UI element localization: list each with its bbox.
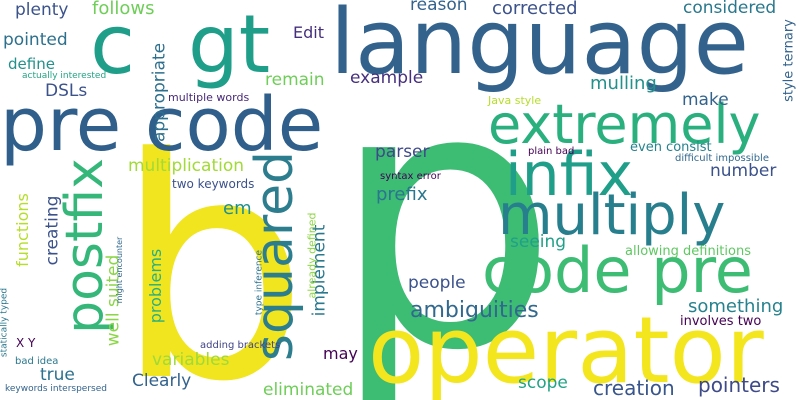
word-allowing-definitions: allowing definitions (625, 244, 751, 259)
word-people: people (408, 273, 466, 293)
word-eliminated: eliminated (263, 380, 354, 400)
word-ambiguities: ambiguities (410, 298, 539, 323)
word-pointed: pointed (3, 30, 68, 50)
word-prefix: prefix (376, 184, 428, 205)
word-keywords-interspersed: keywords interspersed (5, 384, 107, 394)
word-adding-brackets: adding brackets (200, 340, 281, 351)
word-even-consist: even consist (630, 140, 712, 155)
word-creation: creation (593, 376, 675, 400)
word-multiplication: problems (146, 248, 165, 324)
word-java-style: Java style (488, 94, 542, 107)
word-true: true (40, 365, 75, 385)
word-type-inference: type inference (254, 249, 265, 316)
word-em: em (223, 198, 252, 219)
word-variables: variables (152, 350, 230, 370)
word-follows: follows (92, 0, 155, 19)
word-scope: scope (518, 373, 568, 393)
word-code-pre: code pre (482, 234, 753, 307)
word-clearly: Clearly (132, 371, 192, 391)
word-mulling: mulling (590, 73, 657, 94)
word-bad-idea: bad idea (15, 356, 59, 367)
word-extremely: extremely (488, 93, 761, 156)
word-well-suited: creating (42, 195, 63, 266)
word-plenty: plenty (15, 0, 69, 20)
word-plain-bad: plain bad (528, 146, 575, 157)
word-pre-code: pre code (0, 82, 324, 168)
word-edit: Edit (293, 23, 324, 42)
word-language: language (330, 0, 750, 95)
word-syntax-error: syntax error (380, 171, 441, 182)
word-style-ternary: style ternary (781, 19, 797, 102)
word-may: may (323, 344, 358, 363)
word-make: make (682, 90, 729, 110)
word-multiple-words: multiple words (168, 91, 250, 104)
word-reason: reason (410, 0, 468, 15)
word-actually-interested: actually interested (22, 71, 107, 81)
word-operator: operator (368, 297, 764, 400)
word-two-keywords: two keywords (172, 177, 255, 191)
word-infix: infix (505, 140, 633, 210)
word-c: c (90, 0, 136, 93)
word-define: define (8, 55, 55, 73)
word-parser: parser (375, 142, 430, 162)
word-seeing: seeing (510, 232, 567, 252)
word-number: number (710, 161, 777, 181)
word-difficult-impossible: difficult impossible (675, 153, 769, 164)
word-x-y: X Y (16, 336, 36, 350)
word-b: b (115, 93, 309, 400)
word-pointers: pointers (698, 373, 780, 397)
word-considered: considered (683, 0, 777, 18)
word-something: something (688, 296, 784, 317)
word-appropriate: appropriate (149, 42, 170, 143)
word-functions: multiplication (128, 156, 245, 176)
word-creating: functions (13, 193, 32, 267)
word-statically-typed: statically typed (0, 287, 10, 358)
word-gt: gt (188, 0, 271, 91)
word-involves-two: involves two (680, 314, 762, 329)
word-might-encounter: might encounter (115, 236, 124, 304)
word-multiply: multiply (498, 183, 726, 248)
word-example: example (350, 68, 424, 88)
word-corrected: corrected (492, 0, 578, 19)
word-dsls: DSLs (45, 81, 88, 101)
word-already-defined: already defined (305, 212, 319, 299)
word-p: p (330, 10, 559, 400)
word-remain: remain (265, 70, 325, 90)
